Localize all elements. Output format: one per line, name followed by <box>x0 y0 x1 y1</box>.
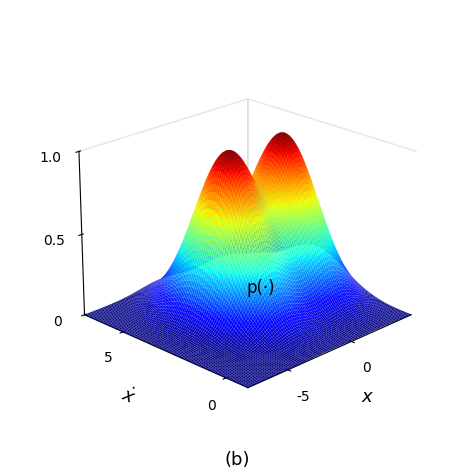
Text: (b): (b) <box>224 450 250 468</box>
Y-axis label: $\dot{x}$: $\dot{x}$ <box>118 385 138 409</box>
X-axis label: $x$: $x$ <box>361 388 374 406</box>
